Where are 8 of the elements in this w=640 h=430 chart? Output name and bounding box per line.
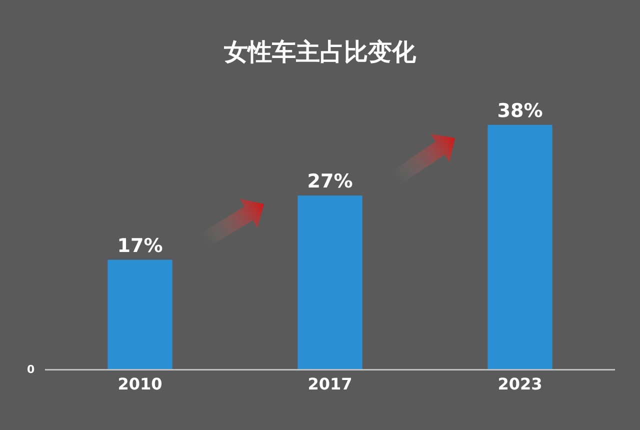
data-label: 38% xyxy=(497,100,543,122)
x-tick-label: 2017 xyxy=(308,374,352,394)
data-label: 17% xyxy=(117,234,163,257)
data-label: 27% xyxy=(307,170,353,193)
text: 0 xyxy=(27,363,35,376)
x-tick-label: 2010 xyxy=(118,374,162,394)
x-tick-label: 2023 xyxy=(498,374,542,394)
chart-title: 女性车主占比变化 xyxy=(223,38,417,66)
